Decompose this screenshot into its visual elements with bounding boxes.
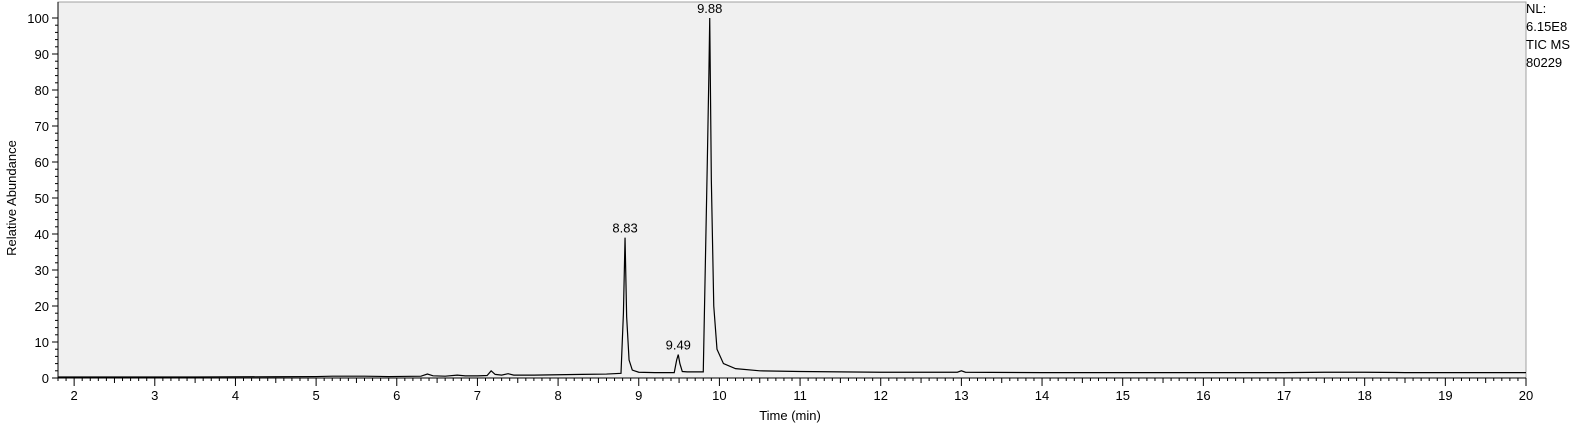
x-tick-label: 5 (312, 388, 319, 403)
peak-label: 9.88 (697, 1, 722, 16)
y-tick-label: 100 (27, 11, 49, 26)
peak-label: 8.83 (612, 221, 637, 236)
sample-id: 80229 (1526, 55, 1563, 70)
x-tick-label: 19 (1438, 388, 1452, 403)
x-tick-label: 16 (1196, 388, 1210, 403)
x-tick-label: 18 (1357, 388, 1371, 403)
x-tick-label: 14 (1035, 388, 1049, 403)
normalization-value: 6.15E8 (1526, 19, 1568, 34)
x-tick-label: 7 (474, 388, 481, 403)
x-tick-label: 13 (954, 388, 968, 403)
plot-area (57, 1, 1527, 379)
x-tick-label: 20 (1519, 388, 1533, 403)
scan-info-panel: NL: 6.15E8 TIC MS 80229 (1526, 0, 1572, 72)
x-tick-label: 2 (71, 388, 78, 403)
y-tick-label: 20 (35, 299, 49, 314)
x-tick-label: 9 (635, 388, 642, 403)
x-tick-label: 12 (873, 388, 887, 403)
x-tick-label: 11 (793, 388, 807, 403)
y-tick-label: 70 (35, 119, 49, 134)
y-tick-label: 10 (35, 335, 49, 350)
x-tick-label: 17 (1277, 388, 1291, 403)
y-axis: 0 10 20 30 40 50 60 70 80 90 100 (27, 2, 59, 386)
x-tick-label: 10 (712, 388, 726, 403)
y-tick-label: 60 (35, 155, 49, 170)
y-tick-label: 50 (35, 191, 49, 206)
y-axis-title: Relative Abundance (4, 140, 19, 256)
trace-type: TIC MS (1526, 37, 1571, 52)
x-axis: 2 3 4 5 6 7 8 9 10 11 12 13 14 15 16 17 18 19 20 (57, 377, 1533, 403)
y-tick-label: 80 (35, 83, 49, 98)
y-tick-label: 90 (35, 47, 49, 62)
x-axis-title: Time (min) (759, 408, 821, 423)
x-tick-label: 6 (393, 388, 400, 403)
x-tick-label: 8 (554, 388, 561, 403)
y-tick-label: 30 (35, 263, 49, 278)
x-tick-label: 3 (151, 388, 158, 403)
normalization-label: NL: (1526, 1, 1547, 16)
tic-trace (58, 17, 1526, 378)
y-tick-label: 0 (42, 371, 49, 386)
peak-annotations: 8.83 9.49 9.88 (612, 1, 722, 353)
peak-label: 9.49 (666, 338, 691, 353)
x-tick-label: 15 (1115, 388, 1129, 403)
x-tick-label: 4 (232, 388, 239, 403)
y-tick-label: 40 (35, 227, 49, 242)
